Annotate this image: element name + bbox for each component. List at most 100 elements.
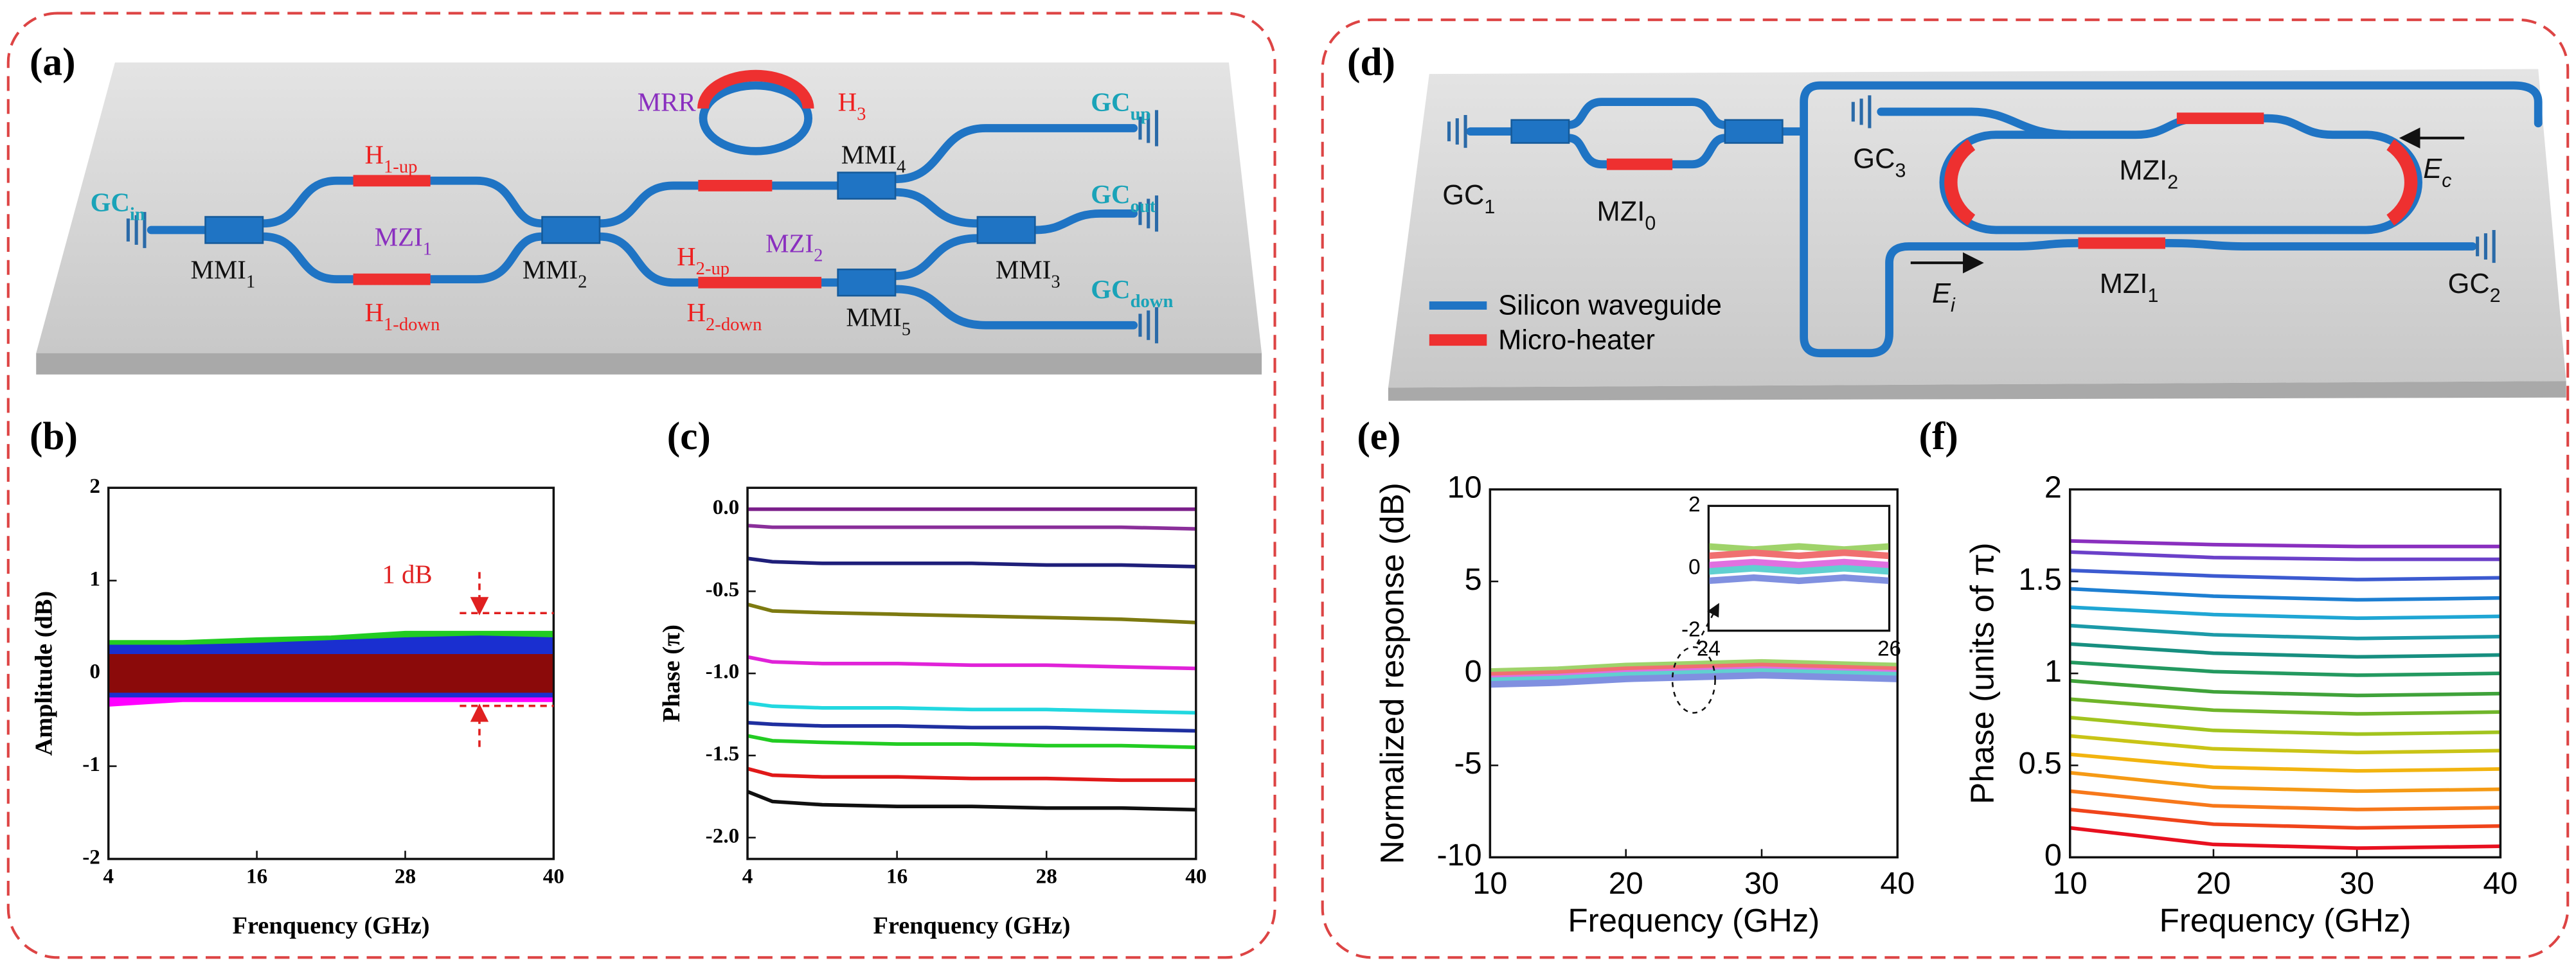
plot-frame <box>746 486 1197 860</box>
label-text: MZI <box>1597 197 1645 227</box>
heater <box>2386 139 2418 226</box>
label-text: E <box>1932 279 1951 310</box>
x-tick-label: 30 <box>2339 866 2374 901</box>
series-line <box>1708 549 1890 560</box>
label: H2-down <box>686 298 762 334</box>
label: GCin <box>91 188 145 224</box>
diagram-a: GCin MMI1 H1-up MZI1 H1-down MMI2 MRR H3… <box>36 62 1262 375</box>
series-line <box>747 766 1196 783</box>
y-axis-label: Phase (π) <box>658 624 685 722</box>
plot-border <box>1489 488 1899 859</box>
series-line <box>2070 808 2501 830</box>
label: MMI1 <box>191 256 256 292</box>
y-tick-label: -1.0 <box>706 660 740 684</box>
chart: 4 16 28 40 0.0 -0.5 -1.0 -1.5 -2.0 Frenquency (GH… <box>658 486 1206 939</box>
x-tick-label: 10 <box>2053 866 2088 901</box>
y-tick-label: 5 <box>1465 562 1482 597</box>
x-tick-label: 20 <box>1609 866 1643 901</box>
label: MRR <box>638 88 697 117</box>
label-text: MZI <box>765 229 814 258</box>
label: MMI3 <box>996 256 1060 292</box>
series-line <box>747 524 1196 531</box>
x-axis-label: Frenquency (GHz) <box>873 912 1070 939</box>
label-text: MMI <box>996 256 1051 285</box>
x-tick-label: 16 <box>246 864 267 888</box>
y-tick-label: 1 <box>2044 654 2062 689</box>
label-sub: out <box>1131 195 1156 216</box>
label-text: MRR <box>638 88 697 117</box>
series-line <box>747 790 1196 812</box>
x-tick-label: 28 <box>395 864 416 888</box>
label-sub: 1 <box>246 271 255 292</box>
x-axis-label: Frequency (GHz) <box>2160 902 2411 939</box>
label-sub: 1 <box>423 238 432 259</box>
label-sub: 2 <box>2167 172 2178 193</box>
series-line <box>747 655 1196 671</box>
label-text: H <box>838 88 857 117</box>
series-line <box>1708 543 1890 553</box>
mmi <box>1510 119 1570 144</box>
label-text: H <box>364 141 384 170</box>
label-text: MMI <box>846 303 901 332</box>
grating <box>1447 115 1467 148</box>
series-line <box>2070 752 2501 773</box>
x-tick-label: 4 <box>742 864 753 888</box>
series-line <box>2070 826 2501 850</box>
series-line <box>1490 659 1898 675</box>
grating <box>1138 307 1159 344</box>
chart: 10 20 30 40 0 0.5 1 1.5 2 Frequency (GHz) Phase (u… <box>1963 470 2518 939</box>
grating-couplers <box>1447 95 2496 263</box>
label-sub: 1 <box>1484 196 1495 218</box>
label-text: GC <box>2448 269 2490 299</box>
label-text: MZI <box>375 223 423 252</box>
series-line <box>2070 605 2501 621</box>
chip-edge <box>1388 381 2566 401</box>
series-line <box>2070 587 2501 602</box>
label-sub: 3 <box>1051 271 1060 292</box>
label-text: GC <box>91 188 130 217</box>
label: GC1 <box>1442 180 1495 218</box>
y-tick-label: 0.0 <box>713 495 740 519</box>
label-sub: 2-up <box>696 258 729 279</box>
label: MZI1 <box>375 223 432 259</box>
series-line <box>2070 660 2501 677</box>
x-axis-label: Frequency (GHz) <box>1568 902 1820 939</box>
y-tick-label: -2 <box>1681 617 1701 641</box>
waveguides <box>1466 81 2543 358</box>
heater <box>1606 112 2264 249</box>
legend-label: Silicon waveguide <box>1498 290 1722 321</box>
label-sub: in <box>130 204 145 224</box>
label-sub: 1-down <box>384 314 440 334</box>
panel-label: (a) <box>30 40 76 84</box>
x-tick-label: 16 <box>886 864 908 888</box>
label-text: GC <box>1091 180 1130 209</box>
labels-d: GC1 MZI0 GC3 MZI2 Ec Ei MZI1 GC2 <box>1442 144 2500 316</box>
x-tick-label: 24 <box>1697 637 1721 660</box>
label: H1-down <box>364 298 440 334</box>
legend-label: Micro-heater <box>1498 324 1655 355</box>
label-sub: 1-up <box>384 156 417 177</box>
label: MZI2 <box>765 229 823 265</box>
label-text: MMI <box>523 256 578 285</box>
y-tick-label: -5 <box>1454 746 1481 781</box>
label-text: GC <box>1853 144 1895 175</box>
label-sub: 4 <box>897 156 906 177</box>
label-text: MMI <box>191 256 246 285</box>
plot-border <box>746 486 1197 860</box>
y-tick-label: -2.0 <box>706 824 740 847</box>
mmi <box>1724 119 1784 144</box>
label-text: GC <box>1091 275 1130 304</box>
ring <box>1939 114 2422 235</box>
mmi <box>976 216 1036 244</box>
grating <box>2476 229 2496 263</box>
label: Ei <box>1932 279 1956 317</box>
series-line <box>747 701 1196 715</box>
y-tick-label: 0 <box>89 660 100 684</box>
series-line <box>747 720 1196 733</box>
panel-frame-right <box>1321 18 2570 959</box>
series-line <box>747 556 1196 569</box>
label-sub: 0 <box>1645 212 1656 234</box>
mmis <box>1510 119 1784 144</box>
y-axis-label: Amplitude (dB) <box>30 591 57 756</box>
waveguide <box>1466 81 2543 358</box>
